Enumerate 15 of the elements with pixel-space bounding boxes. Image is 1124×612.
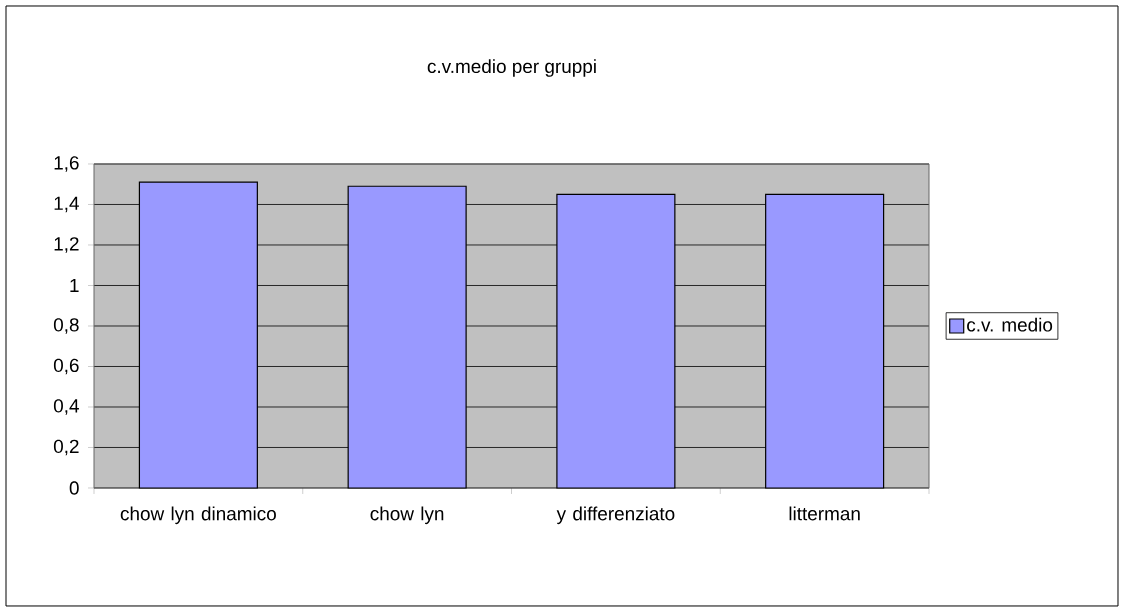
x-tick-label: chow lyn dinamico: [120, 506, 276, 525]
y-tick-label: 0,2: [53, 439, 79, 456]
y-tick-label: 1,2: [54, 237, 79, 253]
chart-title: c.v.medio per gruppi: [427, 59, 596, 77]
x-tick-label: chow lyn: [370, 506, 444, 525]
y-tick-label: 0,6: [53, 358, 79, 375]
y-tick-label: 1,6: [54, 156, 79, 172]
y-tick-label: 1,4: [54, 196, 79, 213]
legend-label: c.v. medio: [967, 317, 1053, 332]
y-tick-label: 0,4: [53, 399, 79, 415]
y-tick-label: 0,8: [53, 318, 79, 334]
x-tick-label: litterman: [789, 506, 860, 521]
y-tick-label: 1: [70, 278, 79, 292]
x-tick-label: y differenziato: [556, 506, 675, 525]
y-tick-label: 0: [69, 481, 79, 495]
